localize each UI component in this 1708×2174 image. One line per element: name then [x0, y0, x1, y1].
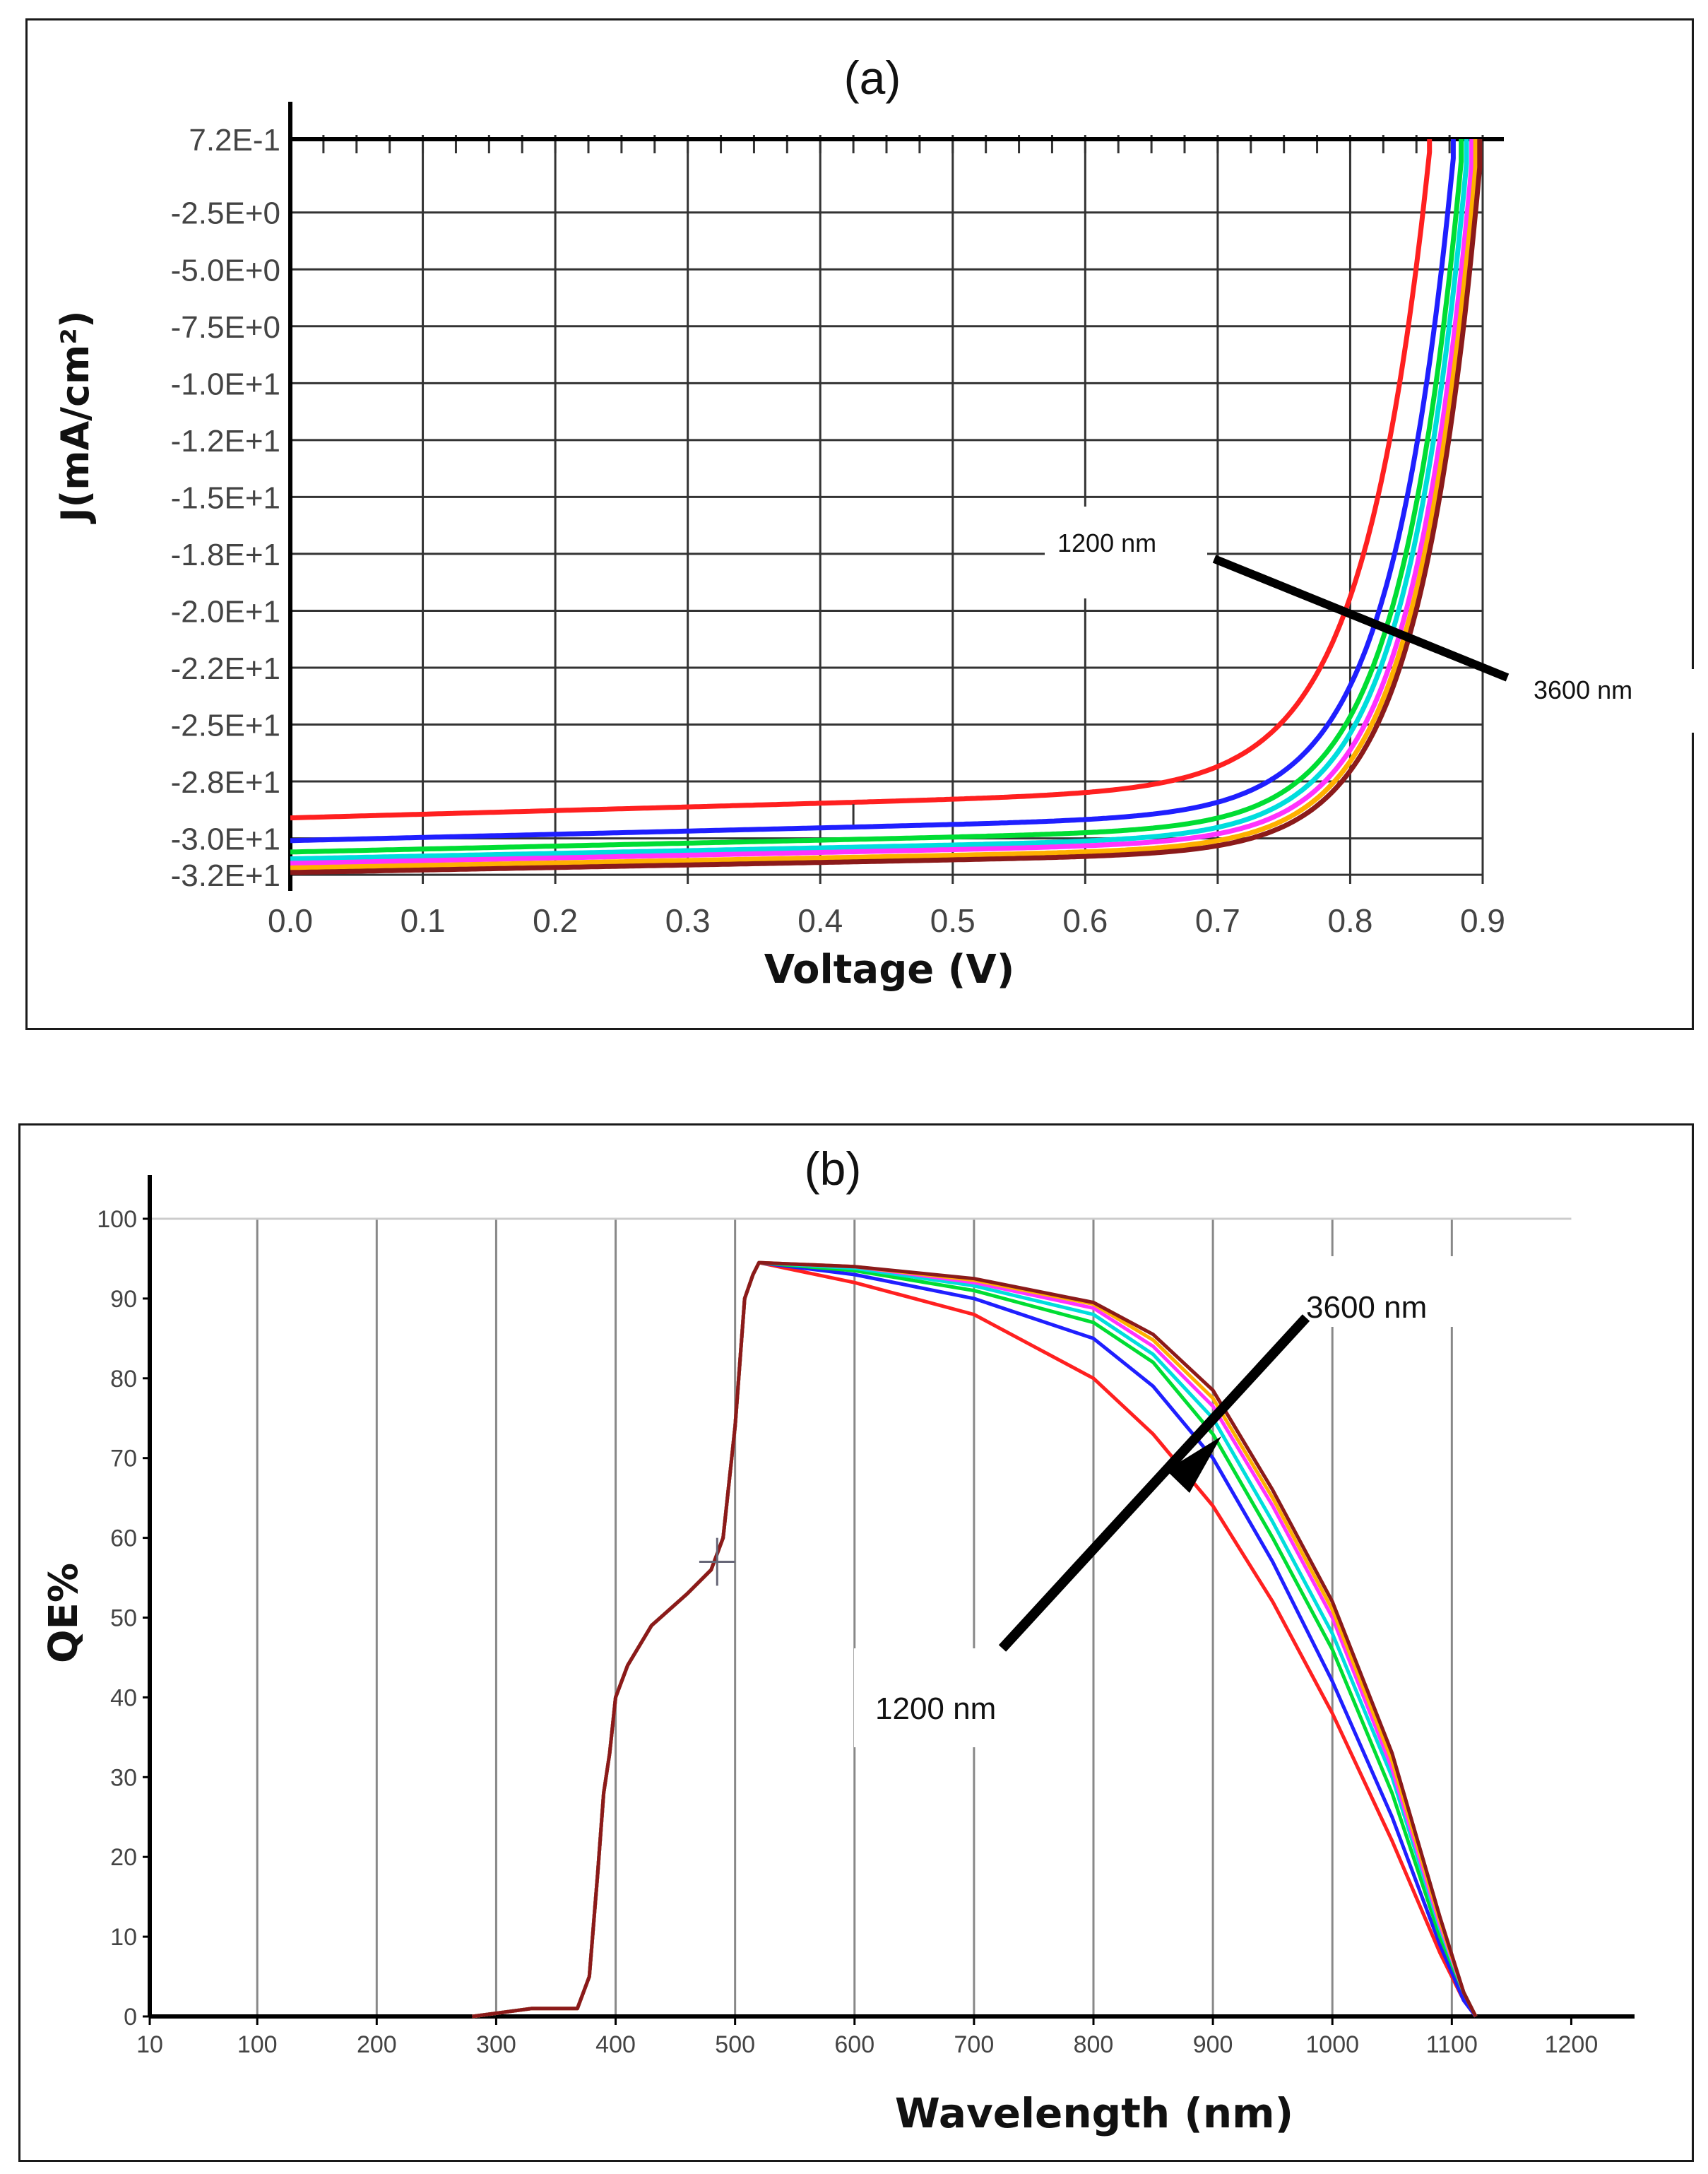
x-tick-label: 0.4	[797, 902, 843, 939]
annotation-label: 1200 nm	[875, 1691, 996, 1726]
y-tick-label: 7.2E-1	[189, 123, 280, 158]
x-tick-label: 600	[834, 2031, 874, 2058]
x-tick-label: 0.1	[401, 902, 446, 939]
y-axis-label: QE%	[41, 1563, 87, 1663]
x-tick-label: 900	[1193, 2031, 1233, 2058]
y-tick-label: -5.0E+0	[171, 253, 280, 288]
x-tick-label: 1100	[1426, 2031, 1478, 2058]
annotation-box	[854, 1648, 1080, 1747]
y-tick-label: -2.2E+1	[171, 651, 280, 686]
y-tick-label: -1.8E+1	[171, 538, 280, 572]
y-tick-label: 100	[97, 1206, 137, 1233]
annotation-box	[1511, 669, 1696, 733]
x-tick-label: 700	[954, 2031, 995, 2058]
annotation-box	[1045, 507, 1207, 598]
jv-curve	[290, 139, 1483, 875]
y-tick-label: 10	[110, 1924, 137, 1951]
annotation-label: 3600 nm	[1306, 1290, 1427, 1325]
y-tick-label: -1.2E+1	[171, 424, 280, 459]
annotation-label: 3600 nm	[1534, 675, 1632, 704]
annotation-label: 1200 nm	[1057, 528, 1156, 557]
x-tick-label: 100	[237, 2031, 278, 2058]
y-tick-label: 70	[110, 1446, 137, 1472]
jv-curve	[290, 139, 1456, 844]
y-tick-label: -2.5E+0	[171, 196, 280, 231]
annotation-arrow	[998, 1314, 1310, 1652]
x-tick-label: 0.6	[1062, 902, 1108, 939]
jv-chart: (a) 0.0 0.1 0.2 0.3 0.4 0.5 0.6 0.7 0.8 0.9 7.2E-1 -…	[53, 52, 1696, 993]
annotation-arrowhead	[1166, 1436, 1221, 1493]
x-tick-label: 0.3	[665, 902, 711, 939]
panel-b: (b) 10 100 200 300 400 500 600 700 800 900 1000 1100…	[18, 1123, 1694, 2162]
y-tick-label: 90	[110, 1286, 137, 1313]
qe-chart: (b)10 100 200 300 400 500 600 700 800 900 1000 1100…	[41, 1142, 1635, 2137]
panel-a: (a) 0.0 0.1 0.2 0.3 0.4 0.5 0.6 0.7 0.8 0.9 7.2E-1 -…	[25, 18, 1696, 1030]
jv-curve	[290, 139, 1469, 862]
y-tick-label: 50	[110, 1605, 137, 1632]
y-tick-label: 30	[110, 1764, 137, 1791]
annotation-arrow	[1212, 555, 1510, 682]
y-tick-label: -2.8E+1	[171, 765, 280, 800]
y-tick-label: 40	[110, 1684, 137, 1711]
y-axis-label: J(mA/cm²)	[53, 310, 97, 524]
x-tick-label: 0.8	[1327, 902, 1372, 939]
x-tick-label: 1200	[1545, 2031, 1599, 2058]
jv-curve	[290, 139, 1464, 855]
y-tick-label: -7.5E+0	[171, 310, 280, 345]
y-tick-label: 20	[110, 1844, 137, 1871]
x-tick-label: 0.7	[1195, 902, 1240, 939]
chart-title: (b)	[805, 1142, 862, 1195]
jv-curve	[290, 139, 1475, 866]
x-tick-label: 10	[136, 2031, 163, 2058]
y-tick-label: 80	[110, 1366, 137, 1393]
x-tick-label: 1000	[1305, 2031, 1359, 2058]
x-axis-label: Voltage (V)	[764, 947, 1015, 993]
y-tick-label: -3.0E+1	[171, 822, 280, 857]
y-tick-label: -2.0E+1	[171, 594, 280, 629]
x-axis-label: Wavelength (nm)	[895, 2089, 1293, 2137]
jv-curve	[290, 139, 1478, 870]
qe-curve	[472, 1260, 1478, 2019]
annotation-box	[1292, 1256, 1504, 1327]
x-tick-label: 300	[476, 2031, 516, 2058]
y-tick-label: 0	[124, 2004, 137, 2031]
x-tick-label: 0.2	[533, 902, 578, 939]
x-tick-label: 200	[357, 2031, 397, 2058]
y-tick-label: -2.5E+1	[171, 709, 280, 743]
chart-title: (a)	[844, 52, 901, 104]
y-tick-label: -3.2E+1	[171, 858, 280, 893]
y-tick-label: -1.5E+1	[171, 480, 280, 515]
x-tick-label: 500	[715, 2031, 755, 2058]
x-tick-label: 800	[1074, 2031, 1114, 2058]
x-tick-label: 400	[595, 2031, 636, 2058]
x-tick-label: 0.9	[1460, 902, 1505, 939]
y-tick-label: -1.0E+1	[171, 367, 280, 401]
x-tick-label: 0.5	[930, 902, 975, 939]
jv-curve	[290, 139, 1433, 821]
y-tick-label: 60	[110, 1525, 137, 1552]
x-tick-label: 0.0	[268, 902, 313, 939]
